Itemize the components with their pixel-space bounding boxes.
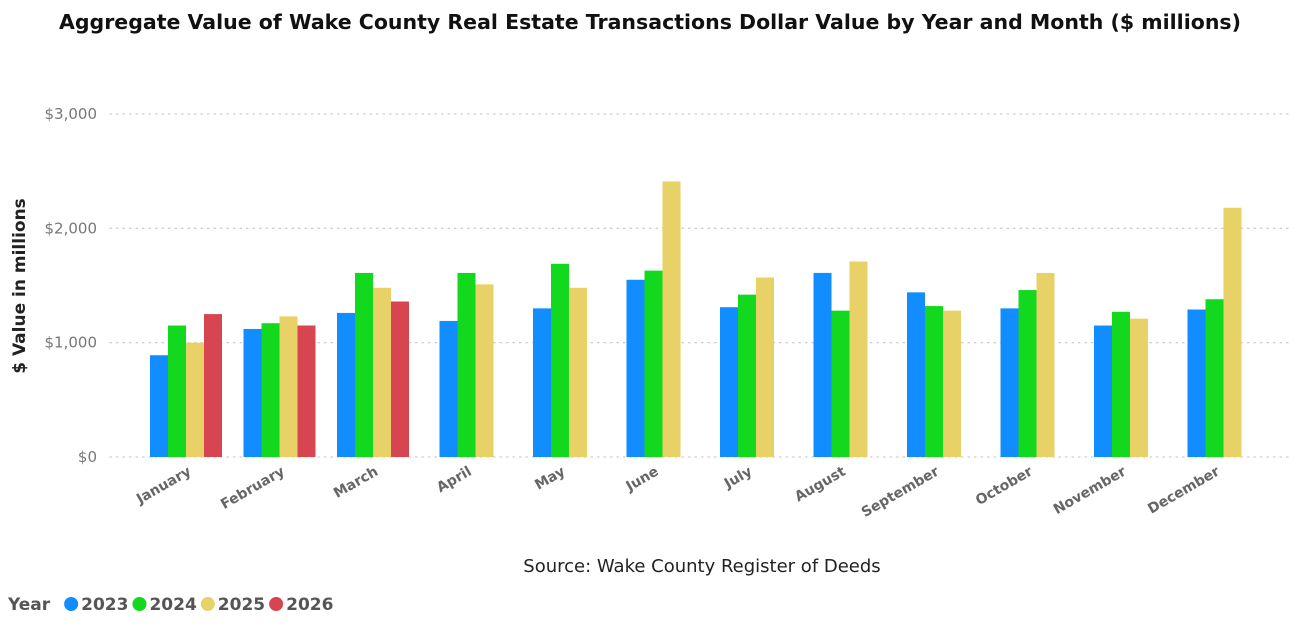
bar-2023-april bbox=[439, 320, 458, 457]
bar-2023-august bbox=[813, 272, 832, 457]
bar-2025-april bbox=[475, 284, 494, 457]
legend-marker-2026 bbox=[269, 597, 284, 611]
bar-2025-august bbox=[849, 261, 868, 457]
bars bbox=[150, 181, 1242, 457]
bar-2023-march bbox=[337, 312, 355, 457]
bar-2025-november bbox=[1130, 318, 1148, 457]
legend: Year 2023 2024 2025 2026 bbox=[7, 595, 333, 615]
bar-2025-september bbox=[943, 310, 961, 457]
x-axis-label: Source: Wake County Register of Deeds bbox=[523, 556, 880, 577]
legend-title: Year bbox=[7, 595, 51, 615]
bar-2024-march bbox=[355, 272, 373, 457]
bar-2025-june bbox=[662, 181, 681, 457]
x-tick-label: November bbox=[1051, 464, 1129, 518]
bar-2026-january bbox=[204, 314, 222, 457]
bar-2024-may bbox=[551, 263, 569, 457]
bar-2023-july bbox=[720, 307, 738, 457]
bar-2024-january bbox=[168, 325, 186, 457]
bar-2024-february bbox=[261, 323, 280, 457]
x-tick-label: September bbox=[859, 464, 942, 521]
bar-2023-february bbox=[243, 328, 262, 457]
bar-2024-july bbox=[738, 294, 756, 457]
x-tick-label: May bbox=[532, 464, 568, 494]
chart-title: Aggregate Value of Wake County Real Esta… bbox=[59, 10, 1241, 34]
bar-2023-january bbox=[150, 355, 168, 457]
bar-2024-october bbox=[1018, 290, 1037, 457]
legend-marker-2025 bbox=[200, 597, 215, 611]
x-tick-label: June bbox=[623, 464, 662, 496]
x-tick-label: March bbox=[331, 464, 381, 502]
bar-2025-may bbox=[569, 287, 587, 457]
bar-2026-february bbox=[297, 325, 316, 457]
bar-2025-february bbox=[279, 316, 298, 457]
y-tick-label: $3,000 bbox=[45, 105, 98, 123]
bar-2023-june bbox=[626, 279, 645, 457]
bar-2024-april bbox=[457, 272, 476, 457]
bar-2023-december bbox=[1187, 309, 1206, 457]
bar-2024-june bbox=[644, 270, 663, 457]
bar-2023-may bbox=[533, 308, 551, 457]
legend-marker-2023 bbox=[64, 597, 79, 611]
y-axis-ticks: $0 $1,000 $2,000 $3,000 bbox=[45, 105, 98, 466]
bar-2025-july bbox=[756, 277, 774, 457]
bar-2025-october bbox=[1036, 272, 1055, 457]
bar-2024-september bbox=[925, 306, 943, 457]
y-tick-label: $0 bbox=[78, 448, 97, 466]
bar-2023-november bbox=[1094, 325, 1112, 457]
legend-label-2025: 2025 bbox=[218, 595, 265, 615]
x-tick-label: April bbox=[434, 464, 474, 497]
bar-2024-december bbox=[1205, 299, 1224, 457]
bar-2025-march bbox=[373, 287, 391, 457]
legend-label-2023: 2023 bbox=[81, 595, 128, 615]
bar-2025-december bbox=[1223, 207, 1242, 457]
x-tick-label: October bbox=[973, 464, 1036, 509]
x-tick-label: February bbox=[218, 464, 287, 513]
bar-2024-august bbox=[831, 310, 850, 457]
x-tick-label: July bbox=[721, 464, 755, 493]
x-tick-label: December bbox=[1145, 464, 1222, 518]
y-tick-label: $2,000 bbox=[45, 219, 98, 237]
legend-label-2024: 2024 bbox=[149, 595, 196, 615]
legend-marker-2024 bbox=[132, 597, 147, 611]
y-axis-label: $ Value in millions bbox=[10, 198, 30, 374]
x-tick-label: August bbox=[792, 463, 849, 505]
bar-2023-october bbox=[1000, 308, 1019, 457]
bar-2023-september bbox=[907, 292, 925, 457]
bar-2024-november bbox=[1112, 311, 1130, 457]
x-axis-ticks: January February March April May June July Augu… bbox=[133, 463, 1222, 520]
bar-2025-january bbox=[186, 342, 204, 457]
legend-label-2026: 2026 bbox=[286, 595, 333, 615]
x-tick-label: January bbox=[133, 464, 194, 508]
bar-2026-march bbox=[391, 301, 409, 457]
y-tick-label: $1,000 bbox=[45, 334, 98, 352]
